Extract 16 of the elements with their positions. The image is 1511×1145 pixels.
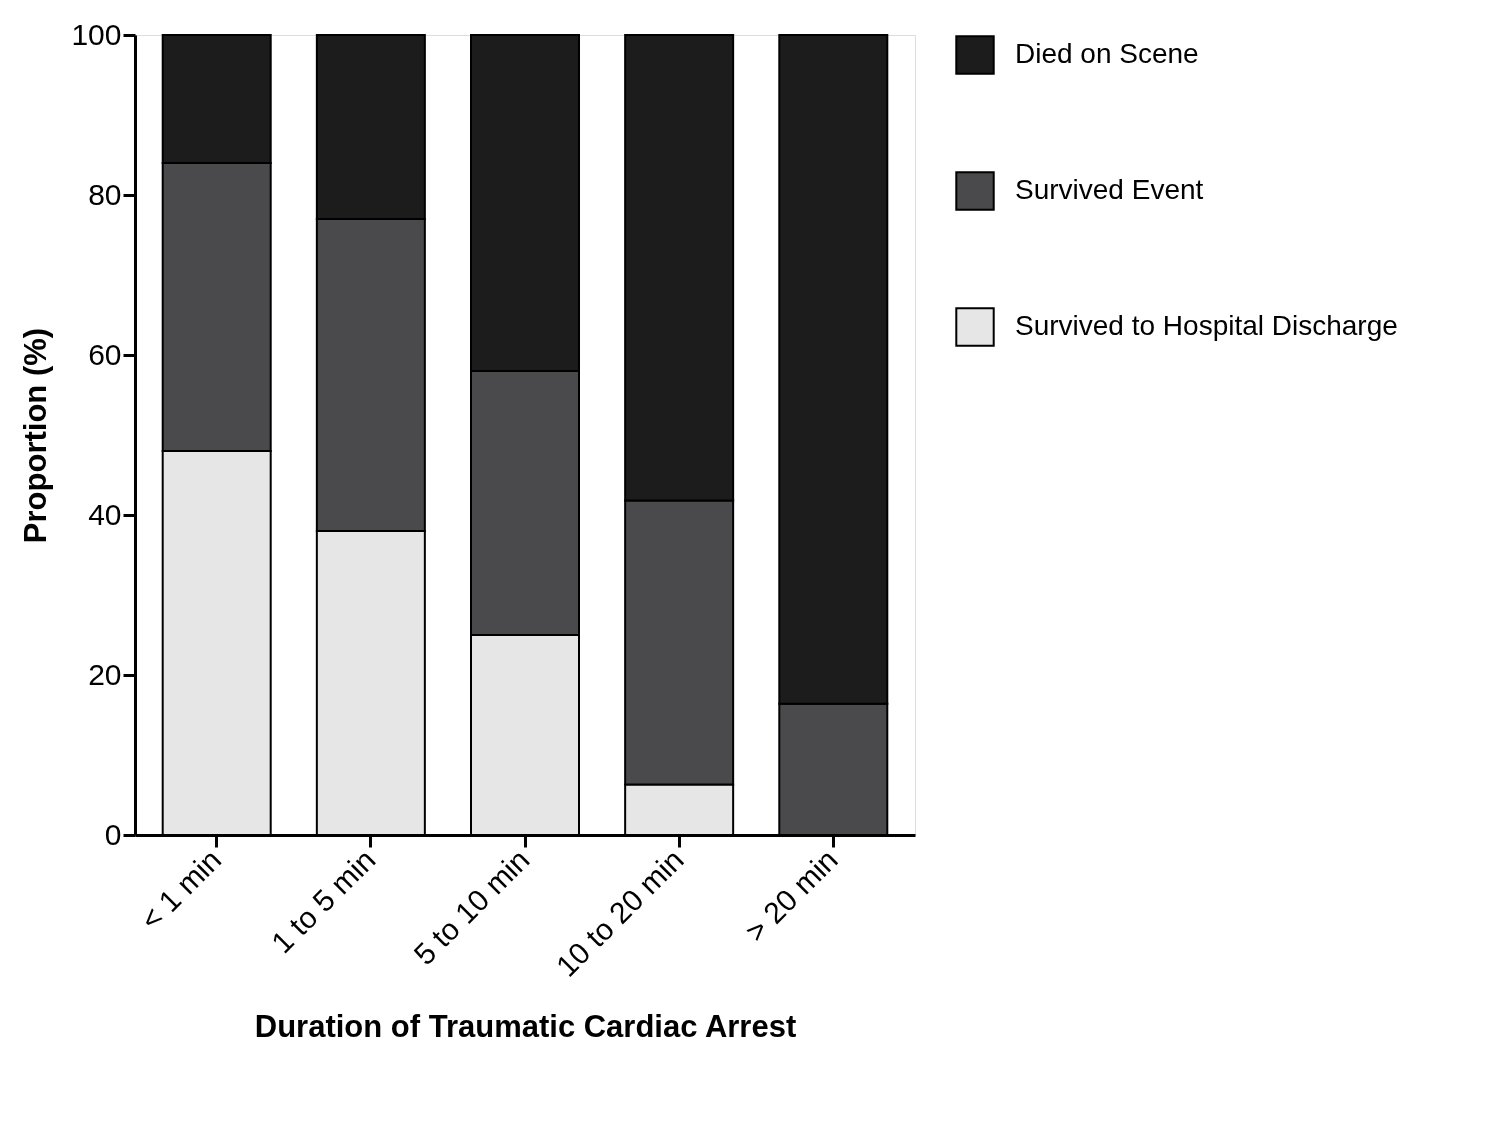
y-tick-label: 40 — [88, 497, 122, 531]
legend-label: Survived to Hospital Discharge — [1015, 310, 1398, 341]
y-tick-label: 100 — [71, 17, 122, 51]
x-tick-label: < 1 min — [133, 842, 228, 937]
x-tick-label: 1 to 5 min — [264, 842, 382, 960]
x-tick-label: 10 to 20 min — [549, 842, 690, 983]
legend-label: Died on Scene — [1015, 38, 1199, 69]
x-tick-label: > 20 min — [738, 842, 844, 949]
x-axis-title: Duration of Traumatic Cardiac Arrest — [254, 1008, 797, 1044]
y-tick-label: 20 — [88, 657, 122, 691]
y-tick-label: 80 — [88, 177, 122, 211]
x-tick-label: 5 to 10 min — [407, 842, 536, 972]
y-tick-label: 60 — [88, 337, 122, 371]
y-tick-label: 0 — [104, 817, 122, 851]
legend-label: Survived Event — [1015, 174, 1204, 205]
y-axis-title: Proportion (%) — [18, 327, 54, 544]
